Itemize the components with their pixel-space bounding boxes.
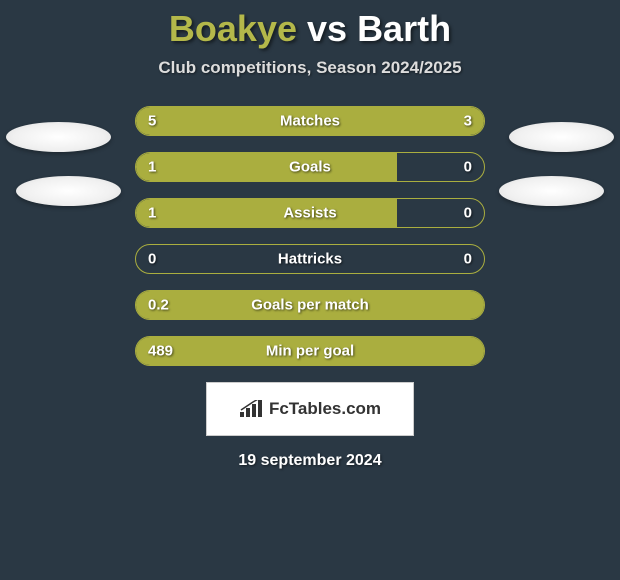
stat-bar-left — [136, 153, 397, 181]
stat-label: Matches — [280, 113, 340, 130]
stat-row: 0 Hattricks 0 — [135, 244, 485, 274]
stat-value-left: 1 — [148, 205, 156, 222]
stats-container: 5 Matches 3 1 Goals 0 1 Assists 0 0 Hattricks 0 0.2 G… — [135, 106, 485, 366]
stat-value-left: 1 — [148, 159, 156, 176]
stat-value-left: 489 — [148, 343, 173, 360]
vs-text: vs — [307, 8, 347, 49]
chart-icon — [239, 400, 263, 418]
player1-avatar-large — [6, 122, 111, 152]
stat-row: 5 Matches 3 — [135, 106, 485, 136]
stat-label: Goals — [289, 159, 331, 176]
stat-label: Goals per match — [251, 297, 369, 314]
stat-bar-left — [136, 199, 397, 227]
player2-name: Barth — [357, 8, 451, 49]
player1-avatar-small — [16, 176, 121, 206]
stat-value-left: 0.2 — [148, 297, 169, 314]
player2-avatar-large — [509, 122, 614, 152]
page-title: Boakye vs Barth — [0, 8, 620, 50]
stat-value-right: 0 — [464, 251, 472, 268]
stat-value-right: 3 — [464, 113, 472, 130]
footer-logo: FcTables.com — [239, 399, 381, 419]
stat-row: 0.2 Goals per match — [135, 290, 485, 320]
stat-value-right: 0 — [464, 159, 472, 176]
date-text: 19 september 2024 — [0, 452, 620, 470]
footer-brand-box: FcTables.com — [206, 382, 414, 436]
subtitle: Club competitions, Season 2024/2025 — [0, 58, 620, 78]
stat-label: Hattricks — [278, 251, 342, 268]
stat-row: 1 Goals 0 — [135, 152, 485, 182]
stat-value-left: 0 — [148, 251, 156, 268]
player1-name: Boakye — [169, 8, 297, 49]
stat-row: 1 Assists 0 — [135, 198, 485, 228]
stat-value-left: 5 — [148, 113, 156, 130]
stat-row: 489 Min per goal — [135, 336, 485, 366]
stat-value-right: 0 — [464, 205, 472, 222]
stat-label: Min per goal — [266, 343, 354, 360]
stat-label: Assists — [283, 205, 336, 222]
player2-avatar-small — [499, 176, 604, 206]
main-container: Boakye vs Barth Club competitions, Seaso… — [0, 0, 620, 470]
footer-brand-text: FcTables.com — [269, 399, 381, 419]
